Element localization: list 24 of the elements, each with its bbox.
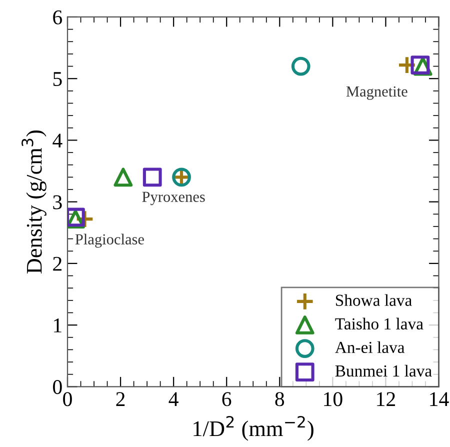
x-tick-label: 14	[430, 392, 449, 406]
annotation: Magnetite	[346, 86, 408, 100]
x-tick-label: 4	[168, 392, 178, 406]
x-tick-label: 12	[377, 392, 395, 406]
annotation: Plagioclase	[75, 234, 144, 248]
x-tick-label: 2	[116, 392, 125, 406]
x-tick-label: 0	[63, 392, 72, 406]
y-tick-label: 5	[53, 72, 62, 86]
annotation: Pyroxenes	[142, 192, 205, 206]
legend-label: Taisho 1 lava	[335, 318, 424, 330]
y-tick-label: 3	[53, 195, 62, 210]
x-tick-label: 8	[275, 392, 284, 406]
legend-label: Showa lava	[336, 294, 412, 306]
y-tick-label: 1	[54, 318, 62, 332]
y-tick-label: 2	[53, 256, 62, 271]
x-tick-label: 10	[324, 392, 342, 406]
x-tick-label: 6	[222, 392, 232, 406]
y-axis-title: Density (g/cm$^{3}$)	[22, 130, 46, 274]
legend-label: Bunmei 1 lava	[335, 364, 432, 377]
legend-label: An-ei lava	[335, 341, 405, 354]
y-tick-label: 4	[52, 134, 62, 148]
y-tick-label: 0	[53, 380, 62, 394]
x-axis-title: 1/D$^{2}$ (mm$^{−2}$)	[194, 416, 314, 441]
y-tick-label: 6	[53, 10, 62, 24]
